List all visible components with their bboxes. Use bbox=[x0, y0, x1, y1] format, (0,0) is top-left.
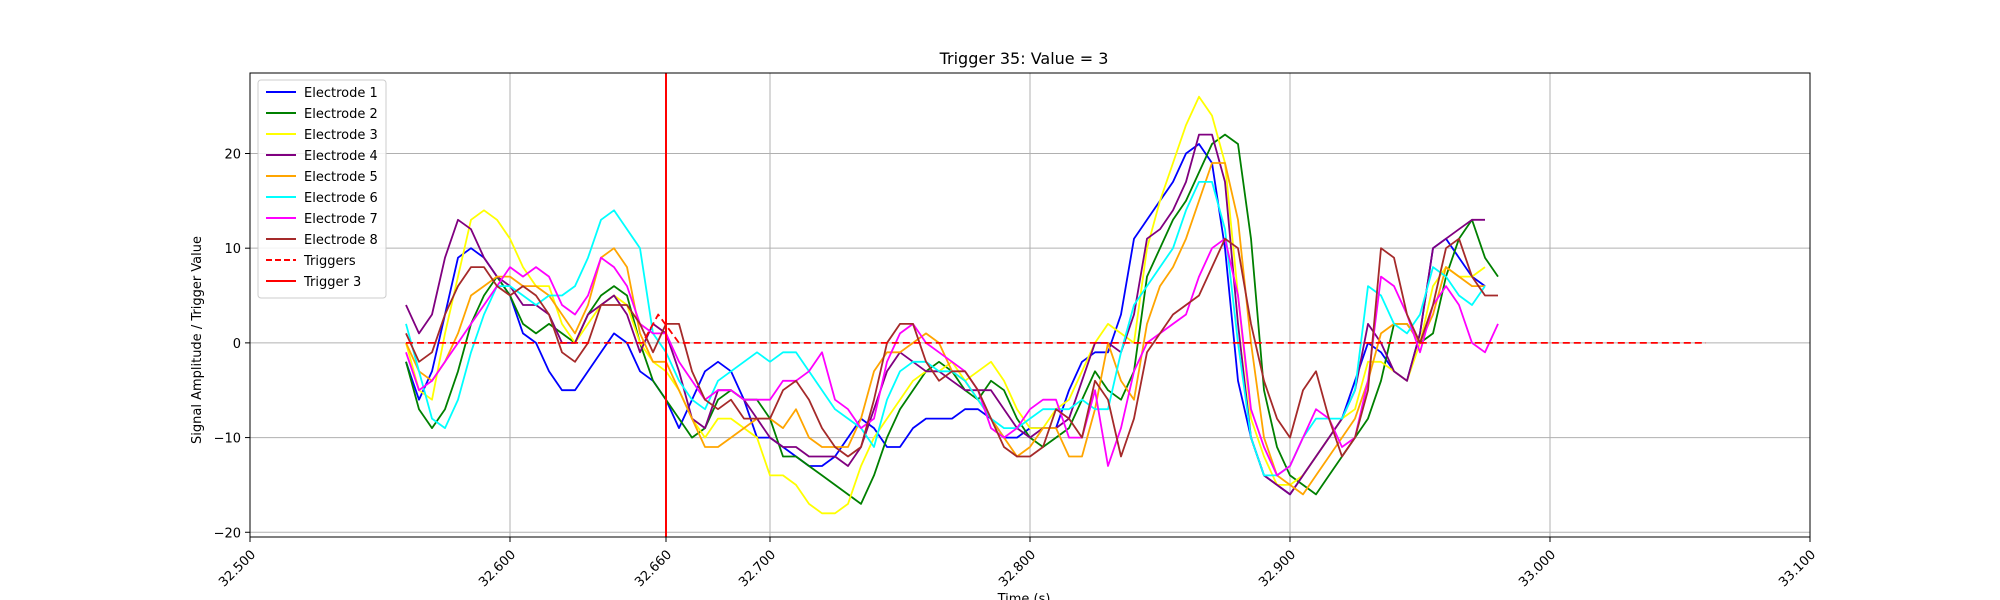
plot-area bbox=[405, 73, 1706, 537]
legend-label: Triggers bbox=[303, 254, 356, 269]
series-line-electrode-7 bbox=[405, 237, 1499, 477]
series-line-triggers bbox=[406, 313, 1706, 344]
y-axis-ticks: −20 −10 0 10 20 bbox=[214, 147, 250, 541]
chart-title: Trigger 35: Value = 3 bbox=[939, 49, 1109, 68]
y-tick-label: −10 bbox=[214, 432, 241, 447]
y-tick-label: 0 bbox=[233, 337, 241, 352]
legend-label: Electrode 4 bbox=[304, 149, 378, 164]
legend-label: Electrode 6 bbox=[304, 191, 378, 206]
legend-label: Electrode 3 bbox=[304, 128, 378, 143]
legend-label: Electrode 5 bbox=[304, 170, 378, 185]
y-tick-label: −20 bbox=[214, 526, 241, 541]
legend-label: Electrode 8 bbox=[304, 233, 378, 248]
legend-label: Electrode 1 bbox=[304, 86, 378, 101]
y-tick-label: 10 bbox=[224, 242, 241, 257]
legend-label: Trigger 3 bbox=[303, 275, 361, 290]
legend: Electrode 1 Electrode 2 Electrode 3 Electro… bbox=[257, 79, 387, 299]
y-tick-label: 20 bbox=[224, 147, 241, 162]
legend-label: Electrode 2 bbox=[304, 107, 378, 122]
x-axis-label: Time (s) bbox=[997, 592, 1051, 600]
legend-label: Electrode 7 bbox=[304, 212, 378, 227]
y-axis-label: Signal Amplitude / Trigger Value bbox=[190, 236, 205, 444]
